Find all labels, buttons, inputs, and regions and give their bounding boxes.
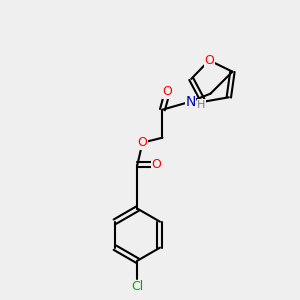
Text: N: N <box>185 95 196 109</box>
Text: O: O <box>137 136 147 149</box>
Text: O: O <box>163 85 172 98</box>
Text: H: H <box>197 100 206 110</box>
Text: O: O <box>204 54 214 67</box>
Text: Cl: Cl <box>131 280 143 293</box>
Text: O: O <box>152 158 161 171</box>
